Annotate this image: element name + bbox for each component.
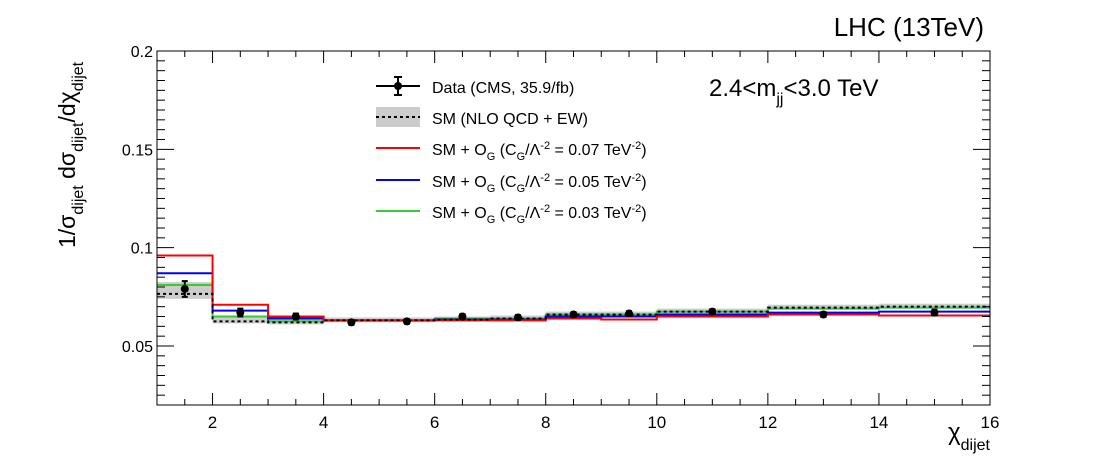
y-tick-label: 0.2	[131, 44, 153, 61]
x-tick-label: 8	[541, 413, 550, 432]
legend-og-003-label: SM + OG (CG/Λ-2 = 0.03 TeV-2)	[432, 203, 647, 226]
legend-og-005-label: SM + OG (CG/Λ-2 = 0.05 TeV-2)	[432, 172, 647, 195]
y-axis-label: 1/σdijet dσdijet/dχdijet	[54, 61, 87, 248]
x-tick-label: 6	[430, 413, 439, 432]
x-tick-label: 16	[981, 413, 1000, 432]
y-tick-label: 0.15	[122, 142, 153, 159]
x-axis-label: χdijet	[948, 419, 991, 454]
axis-tick-labels-group: 2 4 6 8 10 12 14 16 0.05 0.1 0.15 0.2	[122, 44, 1000, 432]
legend-entry-data: Data (CMS, 35.9/fb)	[376, 76, 574, 97]
data-point	[180, 284, 189, 293]
legend-entry-sm: SM (NLO QCD + EW)	[376, 107, 588, 128]
data-point	[513, 313, 522, 322]
data-points-group	[180, 280, 939, 327]
y-tick-label: 0.05	[122, 339, 153, 356]
axis-ticks-group	[156, 50, 991, 406]
data-point	[819, 310, 828, 319]
region-label: 2.4<mjj<3.0 TeV	[709, 75, 878, 108]
data-point	[458, 312, 467, 321]
x-tick-label: 12	[758, 413, 777, 432]
data-point	[625, 309, 634, 318]
y-tick-label: 0.1	[131, 241, 153, 258]
legend-data-marker	[394, 82, 402, 90]
legend-entry-og-005: SM + OG (CG/Λ-2 = 0.05 TeV-2)	[376, 172, 647, 195]
x-tick-label: 14	[869, 413, 888, 432]
x-tick-label: 4	[319, 413, 328, 432]
data-point	[402, 317, 411, 326]
data-point	[291, 312, 300, 321]
legend-sm-label: SM (NLO QCD + EW)	[432, 111, 588, 128]
histogram-lines-group	[157, 254, 990, 324]
legend: Data (CMS, 35.9/fb) SM (NLO QCD + EW) SM…	[376, 76, 647, 226]
legend-entry-og-007: SM + OG (CG/Λ-2 = 0.07 TeV-2)	[376, 140, 647, 163]
x-tick-label: 2	[208, 413, 217, 432]
sm-band-bin	[878, 303, 990, 309]
data-point	[347, 318, 356, 327]
x-tick-label: 10	[647, 413, 666, 432]
data-point	[930, 308, 939, 317]
data-point	[236, 308, 245, 317]
header-label: LHC (13TeV)	[834, 12, 984, 42]
legend-og-007-label: SM + OG (CG/Λ-2 = 0.07 TeV-2)	[432, 140, 647, 163]
legend-data-label: Data (CMS, 35.9/fb)	[432, 80, 574, 97]
legend-entry-og-003: SM + OG (CG/Λ-2 = 0.03 TeV-2)	[376, 203, 647, 226]
data-point	[569, 310, 578, 319]
legend-sm-band	[376, 107, 420, 127]
data-point	[708, 307, 717, 316]
series-line-0	[157, 254, 990, 322]
sm-line	[157, 292, 990, 324]
